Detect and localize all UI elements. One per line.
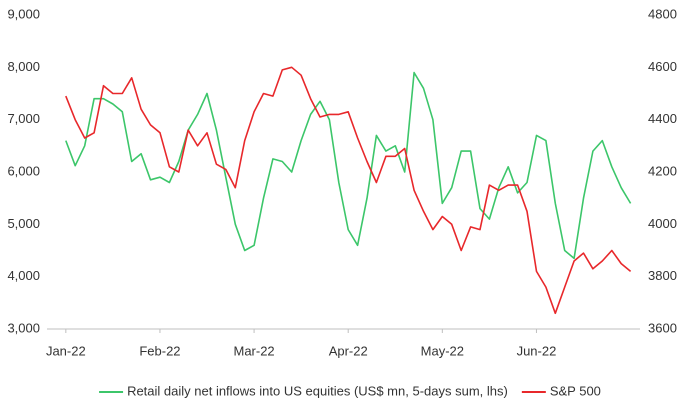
y2-tick-label: 3800 <box>648 268 677 283</box>
legend-label: S&P 500 <box>550 383 601 398</box>
x-tick-label: Apr-22 <box>329 343 368 358</box>
series-line <box>65 66 632 315</box>
series-line <box>65 71 632 260</box>
y-tick-label: 8,000 <box>7 59 40 74</box>
y-tick-label: 9,000 <box>7 6 40 21</box>
x-tick-label: Jun-22 <box>517 343 557 358</box>
x-tick-label: Feb-22 <box>139 343 180 358</box>
y2-tick-label: 4800 <box>648 6 677 21</box>
y2-tick-label: 4600 <box>648 59 677 74</box>
y-tick-label: 6,000 <box>7 163 40 178</box>
y-tick-label: 3,000 <box>7 320 40 335</box>
y-tick-label: 7,000 <box>7 111 40 126</box>
x-tick-label: May-22 <box>421 343 464 358</box>
y-tick-label: 4,000 <box>7 268 40 283</box>
legend-label: Retail daily net inflows into US equitie… <box>127 383 508 398</box>
y2-tick-label: 4400 <box>648 111 677 126</box>
y2-tick-label: 3600 <box>648 320 677 335</box>
y2-tick-label: 4200 <box>648 163 677 178</box>
y2-tick-label: 4000 <box>648 216 677 231</box>
x-tick-label: Mar-22 <box>233 343 274 358</box>
y-tick-label: 5,000 <box>7 216 40 231</box>
x-tick-label: Jan-22 <box>46 343 86 358</box>
